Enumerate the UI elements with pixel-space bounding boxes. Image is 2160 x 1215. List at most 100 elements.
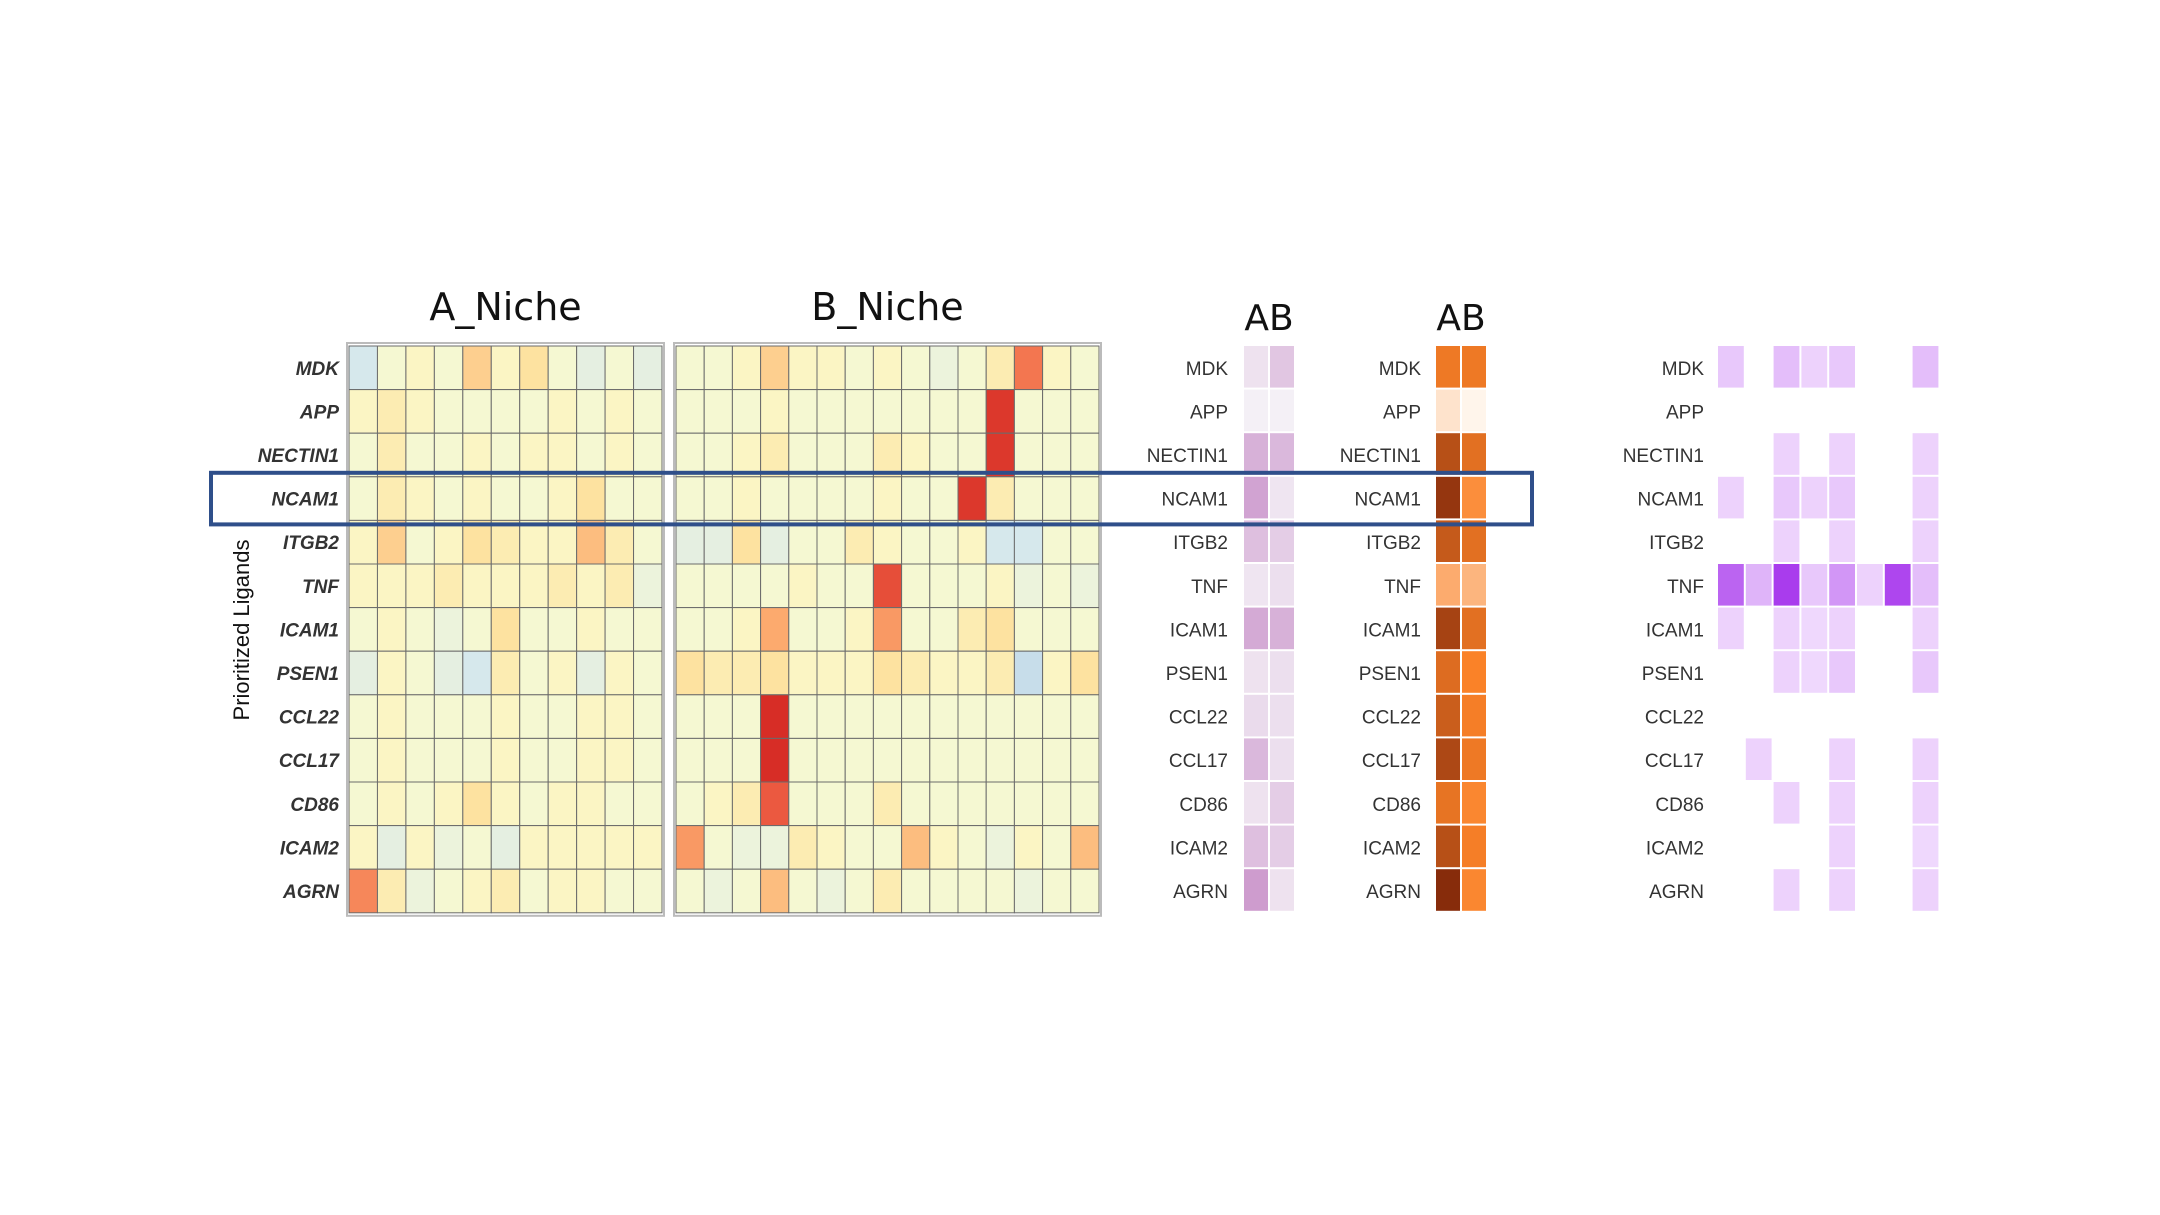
heatmap-cell — [405, 781, 435, 827]
side-panel-cell — [1462, 825, 1486, 868]
side-panel-cell — [1829, 476, 1855, 519]
heatmap-cell — [633, 519, 663, 565]
side-panel-cell — [1244, 564, 1268, 606]
heatmap-cell — [957, 737, 987, 783]
heatmap-cell — [731, 519, 762, 565]
heatmap-cell — [788, 432, 818, 478]
y-axis-label: Prioritized Ligands — [229, 540, 254, 721]
heatmap-cell — [731, 868, 762, 914]
side-panel-cell — [1270, 520, 1294, 562]
heatmap-cell — [376, 737, 407, 783]
side-row-label: CD86 — [1179, 795, 1228, 816]
heatmap-cell — [788, 868, 818, 914]
heatmap-cell — [901, 694, 931, 739]
heatmap-cell — [1042, 345, 1072, 391]
heatmap-cell — [788, 519, 818, 565]
heatmap-cell — [405, 650, 435, 696]
heatmap-cell — [405, 345, 435, 391]
side-panel-cell — [1462, 651, 1486, 693]
side-row-label: CCL22 — [1169, 708, 1228, 729]
heatmap-cell — [604, 607, 635, 652]
heatmap-cell — [760, 389, 790, 434]
heatmap-cell — [405, 432, 435, 478]
heatmap-cell — [844, 694, 874, 739]
heatmap-cell — [405, 476, 435, 521]
heatmap-cell — [604, 825, 635, 870]
side-row-label: CD86 — [1655, 795, 1704, 816]
side-panel-cell — [1462, 694, 1486, 737]
side-panel-cell — [1829, 520, 1855, 562]
heatmap-cell — [957, 781, 987, 827]
heatmap-cell — [462, 607, 492, 652]
side-panel-cell — [1270, 825, 1294, 868]
heatmap-cell — [462, 345, 492, 391]
heatmap-cell — [604, 345, 635, 391]
heatmap-cell — [1042, 868, 1072, 914]
heatmap-cell — [731, 389, 762, 434]
heatmap-cell — [844, 650, 874, 696]
side-panel-header: AB — [1436, 298, 1485, 339]
heatmap-cell — [576, 563, 606, 609]
heatmap-cell — [929, 345, 959, 391]
heatmap-cell — [519, 345, 549, 391]
side-row-label: MDK — [1379, 359, 1422, 380]
side-panel-cell — [1912, 651, 1939, 693]
row-label: AGRN — [282, 882, 340, 903]
heatmap-cell — [1013, 737, 1044, 783]
heatmap-cell — [844, 563, 874, 609]
heatmap-cell — [901, 650, 931, 696]
side-row-label: CCL22 — [1362, 708, 1421, 729]
heatmap-cell — [490, 563, 521, 609]
heatmap-cell — [490, 694, 521, 739]
heatmap-cell — [731, 432, 762, 478]
heatmap-cell — [675, 389, 705, 434]
side-panel-cell — [1829, 433, 1855, 475]
heatmap-cell — [433, 650, 464, 696]
side-panel-cell — [1718, 607, 1744, 650]
heatmap-cell — [872, 781, 903, 827]
side-panel-cell — [1270, 738, 1294, 780]
heatmap-cell — [703, 389, 733, 434]
heatmap-cell — [985, 607, 1015, 652]
side-panel-cell — [1436, 564, 1460, 606]
heatmap-cell — [405, 825, 435, 870]
side-panel-cell — [1436, 433, 1460, 475]
heatmap-cell — [576, 345, 606, 391]
side-row-label: CCL17 — [1362, 751, 1421, 772]
heatmap-cell — [547, 345, 578, 391]
heatmap-cell — [1013, 694, 1044, 739]
heatmap-cell — [731, 781, 762, 827]
heatmap-cell — [844, 476, 874, 521]
heatmap-cell — [576, 694, 606, 739]
heatmap-cell — [1042, 737, 1072, 783]
side-panel-cell — [1718, 564, 1744, 606]
heatmap-cell — [901, 607, 931, 652]
heatmap-cell — [872, 694, 903, 739]
side-row-label: AGRN — [1649, 882, 1704, 903]
heatmap-cell — [405, 607, 435, 652]
side-panel-cell — [1462, 782, 1486, 824]
heatmap-cell — [547, 607, 578, 652]
heatmap-cell — [1013, 389, 1044, 434]
side-panel-cell — [1773, 869, 1800, 911]
heatmap-cell — [957, 607, 987, 652]
heatmap-cell — [731, 825, 762, 870]
heatmap-cell — [675, 694, 705, 739]
heatmap-cell — [872, 389, 903, 434]
side-panel-cell — [1801, 651, 1828, 693]
heatmap-cell — [703, 694, 733, 739]
heatmap-cell — [1013, 519, 1044, 565]
heatmap-cell — [1070, 432, 1100, 478]
side-panel-cell — [1912, 869, 1939, 911]
side-row-label: ICAM1 — [1363, 620, 1421, 641]
heatmap-cell — [519, 825, 549, 870]
heatmap-cell — [901, 781, 931, 827]
heatmap-cell — [760, 781, 790, 827]
heatmap-cell — [816, 519, 846, 565]
row-label: ITGB2 — [283, 533, 339, 554]
heatmap-cell — [985, 825, 1015, 870]
side-panel-cell — [1829, 607, 1855, 650]
heatmap-cell — [1070, 563, 1100, 609]
heatmap-cell — [576, 737, 606, 783]
